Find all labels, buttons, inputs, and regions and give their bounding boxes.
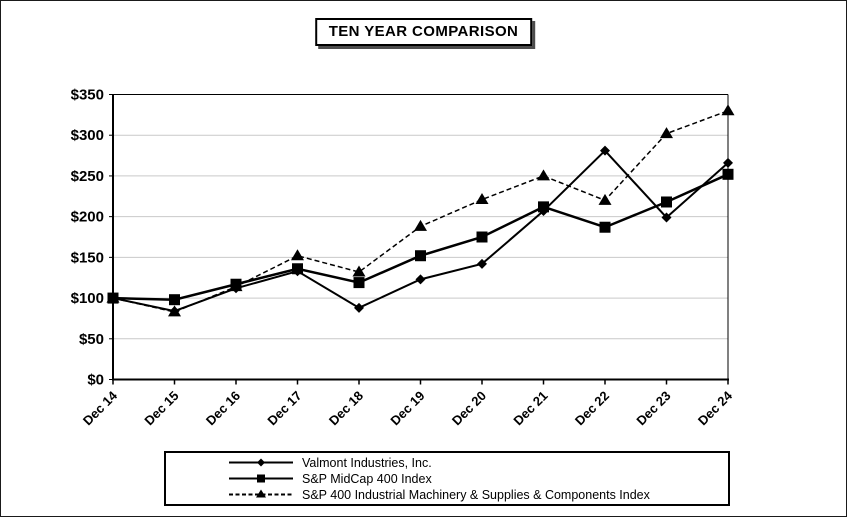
square-line-swatch-icon: [229, 474, 293, 483]
legend-label-valmont: Valmont Industries, Inc.: [302, 455, 432, 470]
svg-text:$300: $300: [71, 127, 104, 144]
legend-label-sp-midcap: S&P MidCap 400 Index: [302, 471, 432, 486]
diamond-line-swatch-icon: [229, 458, 293, 467]
svg-text:Dec 23: Dec 23: [633, 388, 673, 428]
triangle-dashed-line-swatch-icon: [229, 489, 293, 498]
svg-text:Dec 15: Dec 15: [141, 388, 181, 428]
svg-text:$350: $350: [71, 87, 104, 104]
svg-text:Dec 22: Dec 22: [572, 388, 612, 428]
svg-text:Dec 16: Dec 16: [203, 388, 243, 428]
svg-text:Dec 21: Dec 21: [510, 388, 550, 428]
svg-text:Dec 19: Dec 19: [387, 388, 427, 428]
svg-text:$250: $250: [71, 168, 104, 185]
chart-title-box: TEN YEAR COMPARISON: [314, 18, 533, 46]
svg-text:$150: $150: [71, 249, 104, 266]
svg-text:Dec 17: Dec 17: [264, 388, 304, 428]
svg-text:$200: $200: [71, 209, 104, 226]
chart-legend: Valmont Industries, Inc. S&P MidCap 400 …: [164, 451, 730, 506]
legend-item-sp-midcap: S&P MidCap 400 Index: [228, 471, 728, 487]
svg-text:Dec 14: Dec 14: [80, 387, 121, 428]
legend-item-sp-industrial: S&P 400 Industrial Machinery & Supplies …: [228, 487, 728, 503]
svg-text:Dec 18: Dec 18: [326, 388, 366, 428]
svg-text:Dec 24: Dec 24: [695, 387, 736, 428]
chart-title: TEN YEAR COMPARISON: [328, 23, 519, 40]
legend-label-sp-industrial: S&P 400 Industrial Machinery & Supplies …: [302, 487, 650, 502]
svg-text:$100: $100: [71, 290, 104, 307]
svg-text:$0: $0: [87, 372, 104, 389]
legend-item-valmont: Valmont Industries, Inc.: [228, 455, 728, 471]
svg-text:Dec 20: Dec 20: [449, 388, 489, 428]
svg-text:$50: $50: [79, 331, 104, 348]
